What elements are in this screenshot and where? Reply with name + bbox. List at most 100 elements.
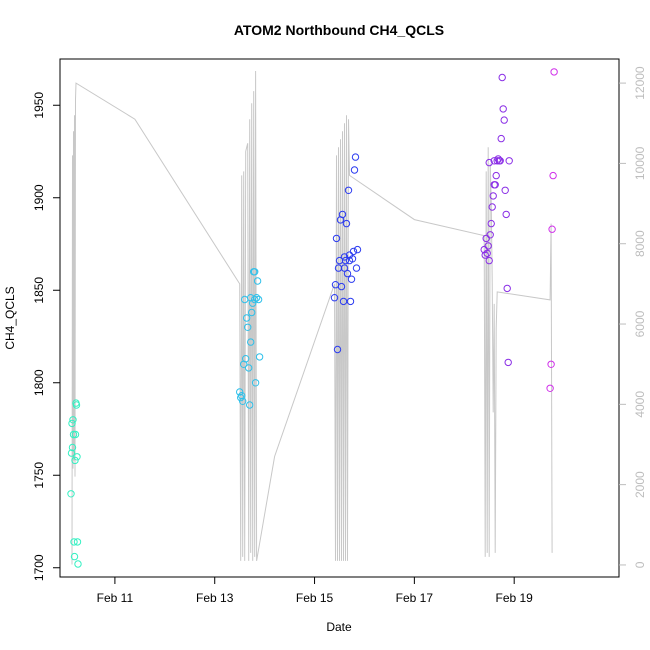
data-point (483, 249, 491, 258)
data-point (254, 295, 263, 304)
data-point (337, 282, 346, 291)
data-point (349, 247, 358, 256)
y2-tick-label: 0 (633, 561, 647, 568)
data-point (239, 397, 247, 405)
plot-frame (59, 58, 620, 578)
x-axis: Feb 11 Feb 13 Feb 15 Feb 17 Feb 19 (97, 577, 534, 605)
data-point (546, 384, 554, 392)
x-axis-label: Date (326, 620, 352, 634)
data-point (247, 338, 255, 346)
data-point (547, 360, 555, 368)
data-point (73, 538, 82, 546)
data-point (338, 210, 347, 219)
data-point (68, 419, 76, 428)
x-tick-label: Feb 13 (196, 591, 234, 605)
data-point (244, 323, 252, 331)
x-tick-label: Feb 15 (296, 591, 334, 605)
data-point (242, 355, 250, 363)
y-tick-label: 1950 (32, 92, 46, 119)
data-point (73, 453, 81, 461)
x-tick-label: Feb 11 (97, 591, 134, 605)
data-point (67, 490, 75, 498)
data-point (340, 264, 349, 272)
data-point (491, 181, 499, 189)
data-point (343, 269, 352, 278)
data-point (505, 157, 513, 165)
x-tick-label: Feb 19 (496, 591, 534, 605)
data-point (70, 552, 79, 561)
data-point (342, 219, 351, 228)
data-point (251, 268, 259, 276)
y-tick-label: 1750 (32, 462, 46, 489)
data-point (330, 294, 339, 302)
data-point (341, 256, 350, 265)
data-points (67, 68, 558, 568)
data-point (253, 277, 262, 285)
y-tick-label: 1700 (32, 554, 46, 581)
y2-tick-label: 2000 (633, 471, 647, 498)
data-point (245, 364, 253, 372)
data-point (68, 443, 77, 452)
data-point (489, 192, 497, 200)
y2-tick-label: 12000 (633, 66, 647, 100)
data-point (487, 219, 495, 228)
data-point (502, 210, 510, 219)
data-point (243, 314, 251, 322)
y-tick-label: 1900 (32, 184, 46, 211)
data-point (255, 353, 264, 361)
y2-tick-label: 6000 (633, 310, 647, 337)
data-point (69, 416, 77, 424)
data-point (236, 388, 244, 396)
data-point (486, 231, 494, 239)
y2-tick-label: 8000 (633, 230, 647, 257)
y-tick-label: 1850 (32, 277, 46, 304)
data-point (346, 297, 355, 306)
data-point (549, 171, 557, 180)
y-axis-label: CH4_QCLS (3, 286, 17, 349)
data-point (548, 225, 556, 233)
data-point (498, 73, 506, 82)
y2-tick-label: 4000 (633, 391, 647, 418)
altitude-line (71, 70, 553, 565)
data-point (488, 203, 496, 211)
data-point (501, 186, 509, 195)
data-point (238, 392, 246, 400)
data-point (74, 560, 82, 568)
data-point (503, 284, 511, 293)
data-point (485, 158, 493, 167)
data-point (353, 245, 362, 254)
data-point (67, 449, 76, 457)
y2-tick-label: 10000 (633, 146, 647, 180)
data-point (71, 456, 79, 465)
data-point (350, 166, 359, 174)
y-tick-label: 1800 (32, 369, 46, 396)
data-point (247, 294, 255, 302)
data-point (484, 242, 492, 250)
data-point (333, 345, 342, 354)
data-point (352, 264, 361, 272)
chart-title: ATOM2 Northbound CH4_QCLS (234, 22, 444, 38)
data-point (71, 430, 80, 439)
data-point (70, 538, 78, 546)
data-point (339, 297, 348, 306)
data-point (351, 153, 360, 161)
data-point (550, 68, 558, 76)
data-point (344, 186, 353, 195)
data-point (481, 251, 489, 259)
right-axis: 0 2000 4000 6000 8000 10000 12000 (619, 66, 647, 568)
data-point (492, 171, 500, 180)
data-point (485, 256, 493, 265)
data-point (497, 134, 505, 143)
data-point (246, 401, 254, 409)
data-point (332, 234, 341, 243)
y-axis: 1700 1750 1800 1850 1900 1950 (32, 92, 60, 581)
data-point (345, 256, 354, 265)
data-point (251, 379, 260, 387)
data-point (504, 358, 512, 367)
data-point (69, 430, 78, 439)
data-point (490, 157, 498, 165)
data-point (500, 116, 508, 124)
altitude-series (71, 70, 553, 565)
data-point (248, 308, 256, 317)
